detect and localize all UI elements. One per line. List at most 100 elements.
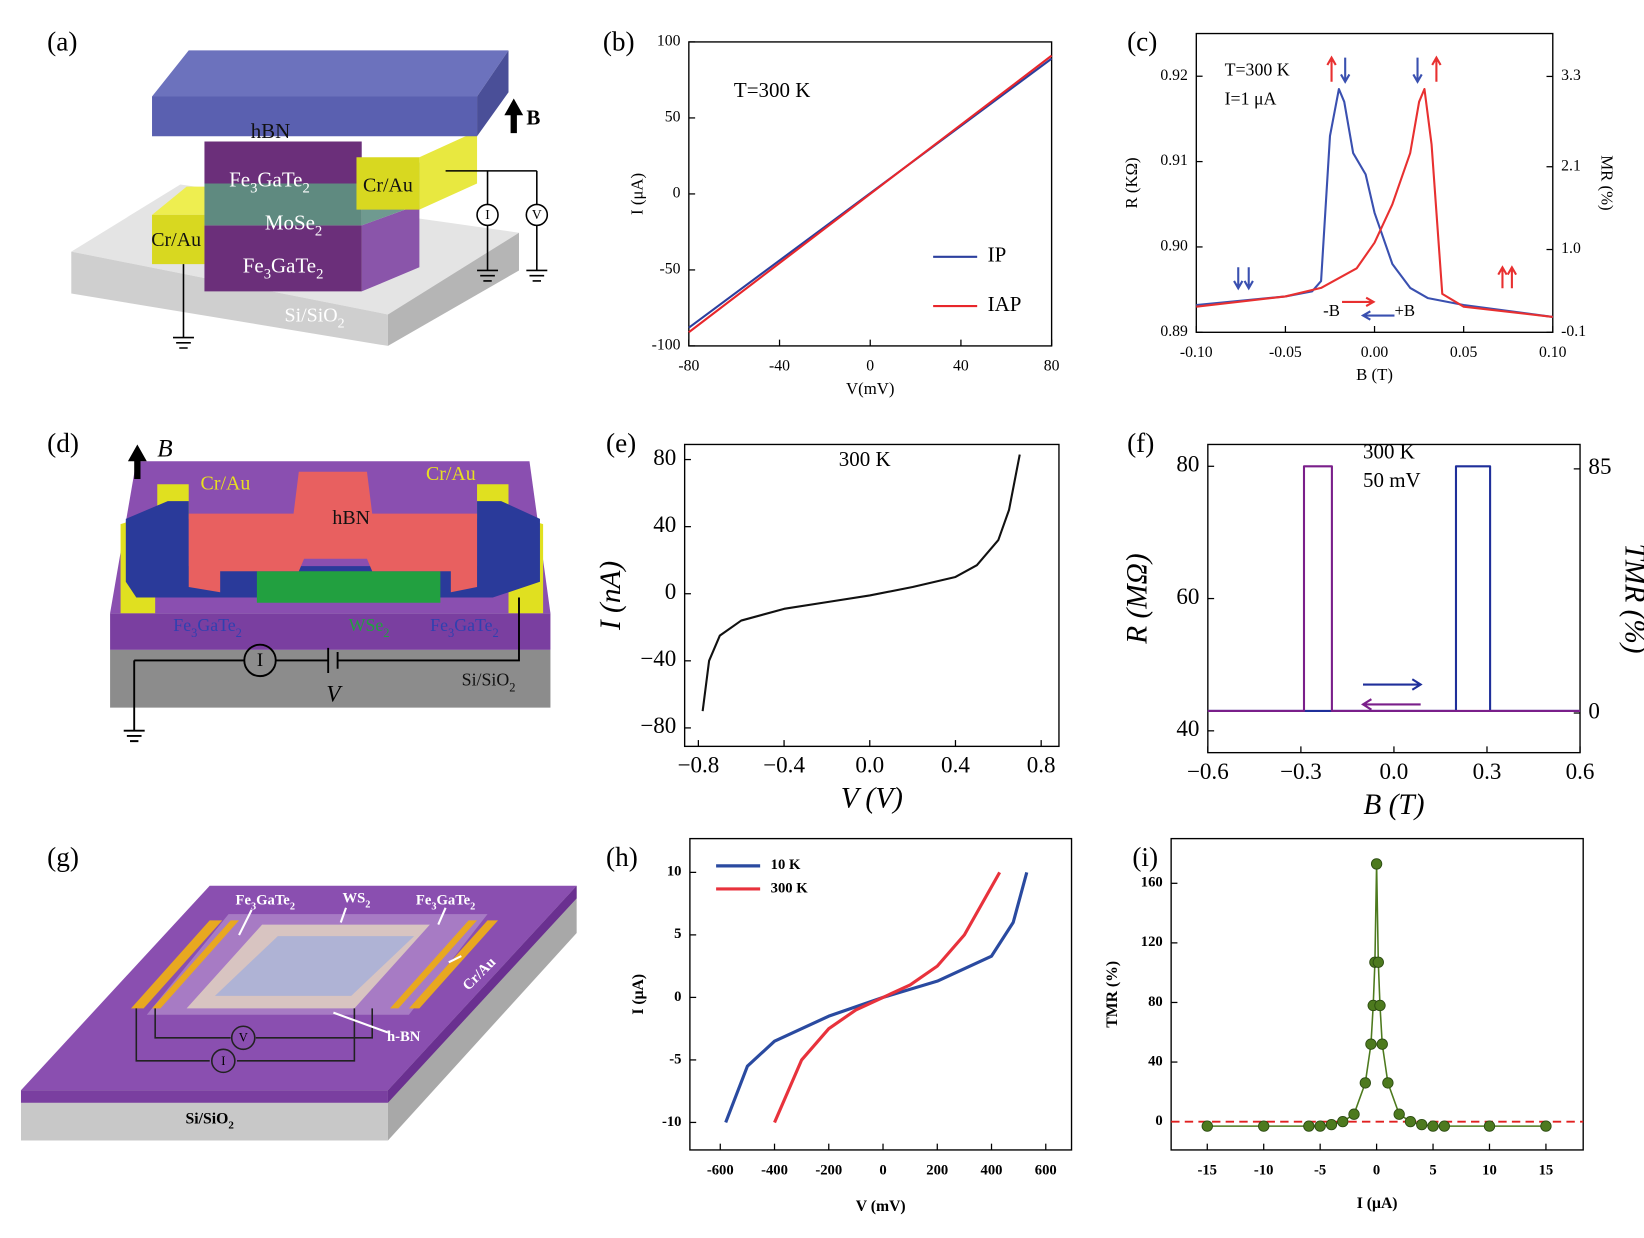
x-tick-label: 5 [1429, 1162, 1436, 1178]
label: Si/SiO2 [186, 1110, 235, 1131]
marker [1376, 1038, 1388, 1050]
label: MoSe2 [265, 210, 322, 240]
y-axis-label: I (μA) [630, 974, 647, 1015]
marker [1540, 1120, 1552, 1132]
y-tick-label: 60 [1176, 583, 1199, 609]
y-tick-label: 50 [665, 109, 681, 126]
pointer [238, 907, 462, 1034]
text-part: Fe [173, 615, 191, 635]
series-line [724, 871, 1029, 1124]
layer [204, 225, 362, 292]
marker [1393, 1108, 1405, 1120]
subscript: 2 [315, 224, 322, 240]
label: V [532, 207, 542, 222]
annotation: I=1 μA [1225, 89, 1277, 109]
layer [204, 183, 362, 226]
y-tick-label: 120 [1141, 934, 1163, 950]
y-tick-label: 100 [657, 33, 681, 50]
x-tick-label: -200 [815, 1162, 842, 1178]
electrode [152, 920, 240, 1009]
sweep-arrow [1342, 296, 1376, 308]
series-line [1196, 87, 1553, 318]
text-part: Si/SiO [284, 304, 337, 326]
x-tick-label: -400 [761, 1162, 788, 1178]
x-tick-label: 0 [879, 1162, 886, 1178]
panel-label: (h) [606, 842, 638, 872]
label: Cr/Au [363, 174, 413, 196]
marker [1325, 1118, 1338, 1131]
x-tick-label: -80 [678, 358, 699, 375]
label: hBN [332, 506, 370, 528]
electrode [390, 920, 478, 1009]
field-arrow [127, 444, 147, 480]
annotation: -B [1323, 301, 1340, 320]
marker [1483, 1120, 1496, 1132]
x-axis-label: B (T) [1356, 365, 1393, 384]
label: Cr/Au [201, 472, 251, 494]
diagram-g: (g) Fe3GaTe2 WS2 Fe3GaTe2 Cr/Au h-BN V I… [20, 842, 577, 1141]
substrate-front [110, 613, 551, 650]
subscript: 3 [264, 267, 271, 283]
y-tick-label: 0 [673, 185, 681, 202]
x-tick-label: -600 [707, 1162, 734, 1178]
legend-label: IAP [988, 292, 1022, 316]
diagram-a: (a) hBN Fe3GaTe2 Cr/Au MoSe2 Cr/Au Fe3Ga… [47, 26, 549, 349]
label: Fe3GaTe2 [229, 167, 310, 197]
y-tick-label: 0 [1155, 1113, 1162, 1129]
x-tick-label: 0.0 [1380, 758, 1409, 784]
meter [525, 203, 549, 227]
text-part: Fe [243, 253, 264, 277]
y-tick-label: -50 [659, 261, 680, 278]
label: Si/SiO2 [284, 304, 344, 331]
x-tick-label: 600 [1035, 1162, 1057, 1178]
substrate-front [71, 251, 388, 346]
electrode [131, 920, 223, 1009]
legend-label: 300 K [771, 880, 809, 896]
legend-label: 10 K [771, 857, 801, 873]
text-part: WSe [349, 615, 384, 635]
plot-frame [683, 443, 1060, 748]
circuit [123, 597, 520, 743]
series-line [1196, 87, 1553, 318]
marker [1427, 1120, 1439, 1132]
subscript: 2 [383, 626, 389, 640]
panel-label: (g) [47, 842, 79, 872]
marker [1258, 1120, 1270, 1132]
y-tick-label: 40 [653, 511, 676, 537]
y-tick-label: -100 [652, 337, 681, 354]
x-tick-label: 10 [1482, 1162, 1497, 1178]
marker [1348, 1108, 1360, 1120]
hbn-front [152, 96, 478, 137]
annotation: +B [1394, 301, 1415, 320]
y2-tick-label: 1.0 [1561, 240, 1581, 257]
subscript: 2 [236, 626, 242, 640]
subscript: 3 [191, 626, 197, 640]
y-axis-label: I (μA) [627, 173, 646, 215]
x-tick-label: −0.3 [1280, 758, 1322, 784]
text-part: GaTe [271, 253, 316, 277]
text-part: WS [343, 891, 366, 907]
subscript: 2 [493, 626, 499, 640]
diagram-d: (d) B Cr/Au Cr/Au hBN Fe3GaTe2 WSe2 Fe3G… [47, 428, 551, 743]
text-part: Si/SiO [186, 1110, 229, 1127]
label: Cr/Au [151, 229, 201, 251]
meter [211, 1048, 236, 1074]
y-tick-label: 0 [674, 989, 681, 1005]
x-tick-label: 200 [926, 1162, 948, 1178]
x-axis-label: B (T) [1363, 789, 1424, 821]
x-tick-label: −0.4 [763, 752, 805, 778]
label: Fe3GaTe2 [243, 253, 324, 283]
y2-tick-label: 85 [1588, 453, 1611, 479]
y-tick-label: -10 [662, 1114, 682, 1130]
legend-label: IP [988, 243, 1007, 267]
text-part: GaTe [454, 615, 492, 635]
pad [152, 214, 205, 265]
hbn-top [152, 50, 509, 97]
subscript: 2 [509, 680, 515, 694]
series-line [701, 454, 1021, 712]
subscript: 2 [470, 901, 475, 912]
x-tick-label: 0.3 [1473, 758, 1502, 784]
text-part: h-BN [387, 1029, 421, 1045]
label: V [326, 680, 343, 706]
